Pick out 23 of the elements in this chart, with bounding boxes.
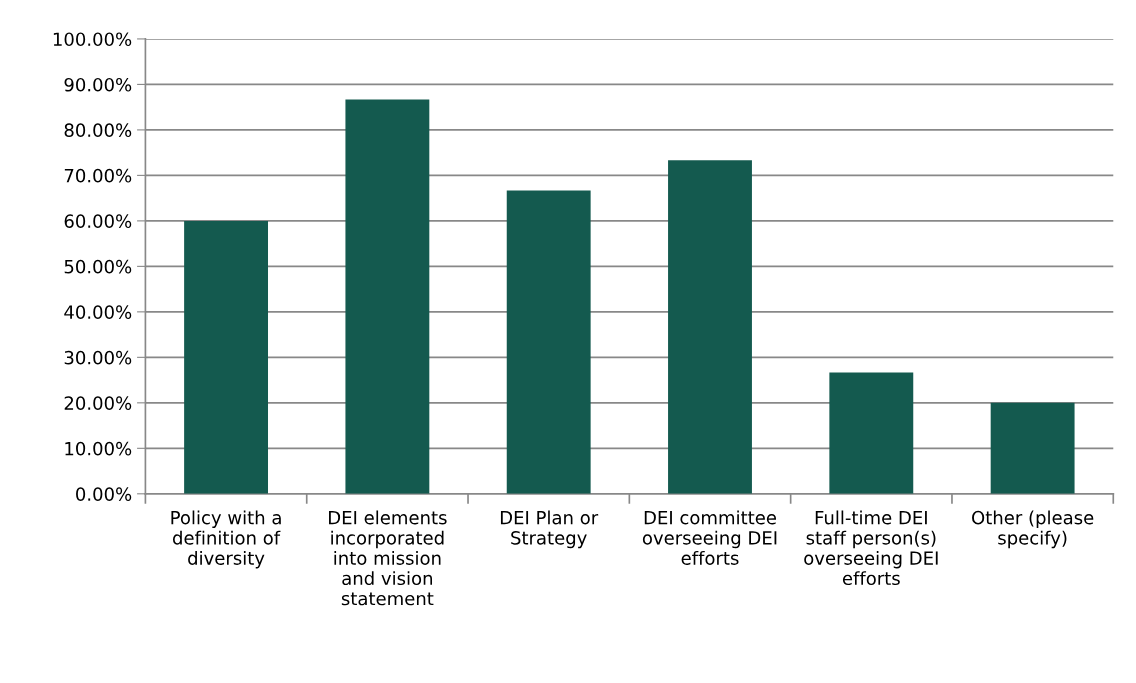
y-tick-label: 10.00% — [65, 441, 132, 456]
y-tick-label: 100.00% — [53, 32, 132, 47]
y-tick-label: 60.00% — [64, 214, 132, 228]
bar — [184, 220, 269, 494]
x-tick-label: DEI Plan or Strategy — [500, 510, 599, 549]
bar — [829, 372, 914, 494]
x-tick-label: Policy with a definition of diversity — [171, 510, 281, 569]
bar — [345, 99, 430, 494]
y-tick-label: 90.00% — [64, 77, 132, 92]
y-tick-label: 20.00% — [64, 396, 132, 410]
x-tick-label: DEI committee overseeing DEI efforts — [642, 510, 777, 565]
x-tick-label: DEI elements incorporated into mission and vision statement — [329, 510, 447, 606]
y-tick-label: 0.00% — [76, 487, 132, 501]
x-tick-label: Full-time DEI staff person(s) overseeing DEI efforts — [804, 510, 938, 586]
bar — [990, 402, 1075, 494]
y-tick-label: 40.00% — [64, 305, 132, 319]
bar — [668, 160, 752, 494]
y-tick-label: 30.00% — [64, 350, 132, 365]
x-tick-label: Other (please specify) — [972, 510, 1094, 549]
y-tick-label: 70.00% — [64, 168, 132, 183]
y-tick-label: 80.00% — [64, 123, 132, 138]
bar — [506, 190, 591, 494]
y-tick-label: 50.00% — [64, 259, 132, 274]
